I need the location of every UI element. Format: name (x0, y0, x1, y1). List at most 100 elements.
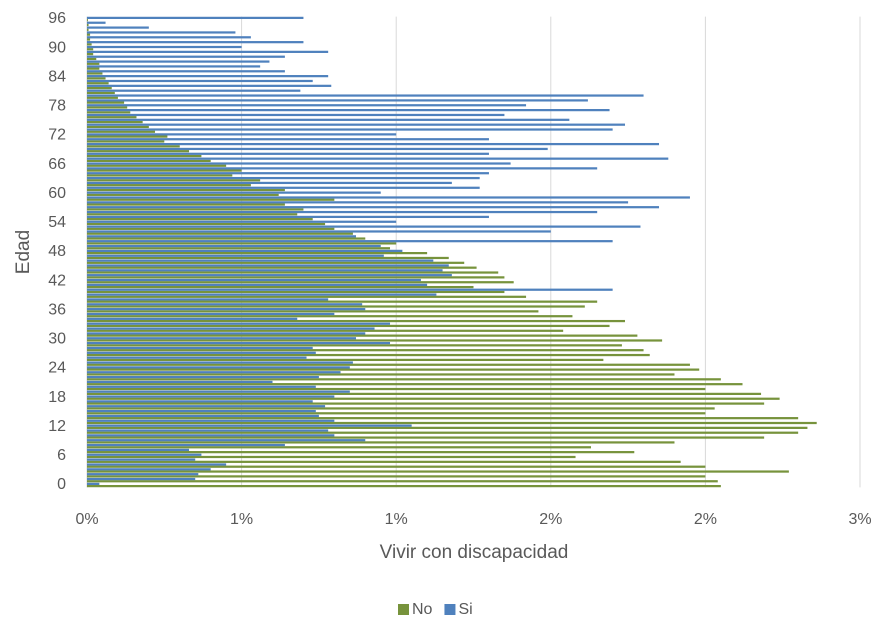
bar (87, 125, 149, 129)
bar (87, 373, 675, 376)
y-tick-label: 90 (48, 39, 66, 56)
bar (87, 402, 765, 405)
bar (87, 283, 428, 286)
y-tick-label: 96 (48, 10, 66, 27)
bar (87, 256, 449, 260)
y-tick-label: 84 (48, 68, 66, 85)
bar (87, 91, 115, 95)
bar (87, 434, 335, 437)
bar (87, 327, 375, 330)
bar (87, 361, 353, 364)
bar (87, 271, 499, 274)
x-tick-label: 2% (694, 511, 717, 528)
bar (87, 395, 335, 398)
bar (87, 485, 721, 488)
bar (87, 281, 514, 284)
bar (87, 218, 313, 221)
x-axis-title: Vivir con discapacidad (380, 542, 569, 563)
bar (87, 235, 357, 238)
bar (87, 339, 663, 342)
y-tick-label: 42 (48, 272, 66, 289)
bar (87, 358, 604, 362)
bar (87, 378, 721, 381)
bar (87, 94, 644, 97)
bar (87, 390, 350, 393)
bar (87, 264, 449, 267)
bar (87, 356, 307, 359)
bar (87, 419, 335, 422)
bar (87, 441, 675, 444)
bar (87, 426, 808, 429)
bar (87, 317, 298, 320)
bar (87, 181, 452, 185)
bar (87, 436, 765, 439)
bar (87, 150, 190, 153)
bar (87, 89, 301, 92)
bar (87, 353, 650, 357)
bar (87, 120, 143, 124)
bar (87, 86, 112, 90)
bar (87, 332, 366, 335)
y-tick-label: 24 (48, 360, 66, 377)
bar (87, 65, 261, 68)
bar (87, 274, 452, 277)
bar (87, 145, 180, 148)
bar (87, 75, 329, 78)
bar (87, 290, 505, 294)
bar (87, 303, 363, 306)
bar (87, 417, 799, 420)
bar (87, 57, 97, 61)
bar (87, 21, 106, 24)
legend-label: Si (458, 601, 472, 618)
y-axis-title: Edad (13, 230, 34, 274)
bar (87, 295, 527, 298)
bar (87, 118, 570, 121)
bar (87, 482, 100, 485)
bar (87, 300, 598, 303)
bar (87, 368, 700, 371)
bar (87, 473, 199, 476)
bar (87, 392, 762, 395)
bar (87, 237, 366, 240)
bar (87, 244, 381, 248)
bar (87, 468, 211, 471)
bar (87, 451, 635, 454)
y-tick-label: 12 (48, 418, 66, 435)
bar (87, 269, 443, 272)
bar (87, 405, 326, 408)
bar (87, 142, 660, 146)
y-tick-label: 6 (57, 447, 66, 464)
bar (87, 363, 690, 366)
bar (87, 463, 227, 466)
bar (87, 351, 316, 354)
bar (87, 210, 598, 214)
bar (87, 55, 285, 58)
bar (87, 62, 100, 65)
bar (87, 397, 780, 400)
bar (87, 109, 610, 112)
bar (87, 220, 397, 223)
bar (87, 230, 551, 233)
bar (87, 305, 585, 308)
bar (87, 174, 233, 177)
bar (87, 293, 437, 296)
bar (87, 443, 285, 447)
bar (87, 261, 465, 264)
bar (87, 67, 100, 70)
legend-label: No (412, 601, 433, 618)
bar (87, 154, 202, 158)
bar (87, 50, 329, 53)
bar (87, 247, 391, 250)
bar (87, 84, 332, 87)
bar (87, 41, 304, 44)
bar (87, 366, 350, 369)
bar (87, 138, 489, 141)
legend-swatch (444, 604, 456, 615)
bar (87, 188, 285, 192)
bar (87, 477, 196, 481)
bar (87, 371, 341, 374)
bar (87, 252, 428, 255)
bar (87, 206, 660, 209)
y-tick-label: 18 (48, 389, 66, 406)
bar (87, 312, 335, 316)
